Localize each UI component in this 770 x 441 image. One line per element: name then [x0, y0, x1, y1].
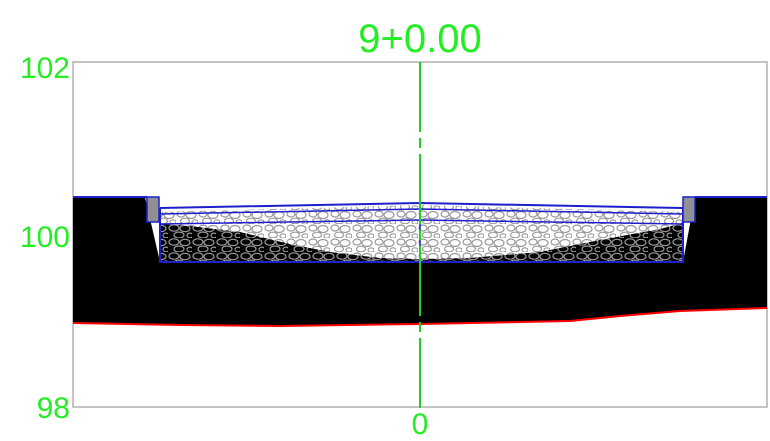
- offset-label-0: 0: [412, 408, 429, 441]
- station-label: 9+0.00: [358, 17, 481, 61]
- earth-mass: [73, 197, 767, 326]
- subbase-outline: [159, 208, 684, 263]
- subgrade-line: [73, 307, 767, 328]
- elevation-label-98: 98: [37, 392, 70, 425]
- right-curb: [682, 196, 696, 223]
- elevation-label-100: 100: [20, 221, 70, 254]
- left-curb: [146, 196, 160, 223]
- elevation-label-102: 102: [20, 52, 70, 85]
- surface-course-layer: [160, 205, 683, 259]
